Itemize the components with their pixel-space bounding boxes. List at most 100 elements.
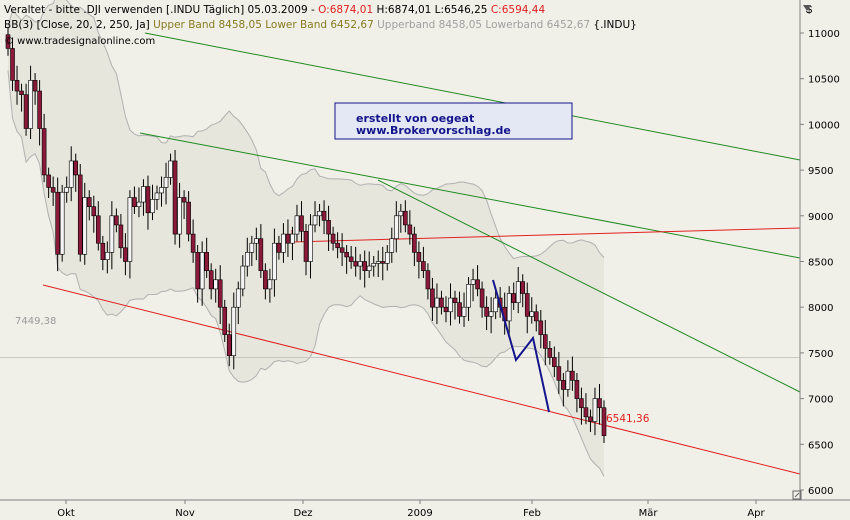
candle-body [466,284,471,308]
candle-body [592,398,598,422]
y-tick-label: 7000 [808,395,833,406]
candle-body [199,252,205,290]
candle-body [168,160,173,178]
candle-body [59,191,65,255]
candle-body [524,293,530,317]
candle-body [579,398,584,409]
candle-body [141,186,146,203]
candle-body [439,297,444,308]
y-tick-label: 8500 [808,258,833,269]
watermark-line1: erstellt von oegeat [356,112,474,125]
x-tick-label: Apr [747,508,765,519]
header-symbol: {.INDU} [590,19,637,31]
candle-body [267,279,273,290]
candle-body [46,174,51,188]
candle-body [565,370,571,390]
candle-body [380,261,386,264]
candle-body [208,270,214,290]
candle-body [330,233,336,244]
candle-body [570,370,575,381]
candle-body [254,238,259,244]
candle-body [222,306,228,335]
candle-body [249,242,255,253]
candle-body [127,197,133,262]
candle-body [493,297,498,313]
candle-body [217,279,223,308]
candle-body [371,263,377,267]
currency-label: $ [806,4,812,16]
candle-body [543,334,548,349]
candle-body [479,288,485,308]
header-line2: BB(3) [Close, 20, 2, 250, Ja] Upper Band… [4,19,637,31]
header-upper-band: Upper Band 8458,05 [150,19,262,31]
trend-line-upper [144,32,801,161]
candles [5,27,607,444]
candle-body [290,233,295,244]
candle-body [403,210,408,226]
candle-body [394,215,399,239]
candle-body [538,320,544,335]
x-tick-label: Dez [293,508,312,519]
candle-body [258,238,264,271]
candle-body [64,187,69,193]
candle-body [312,215,318,226]
candle-body [190,233,196,253]
candle-body [583,407,589,418]
header-line1: Veraltet - bitte .DJI verwenden [.INDU T… [4,4,545,16]
candle-body [159,187,164,194]
candle-body [339,247,345,253]
y-tick-label: 8000 [808,303,833,314]
candle-body [421,261,426,271]
collapse-icon[interactable] [803,5,811,11]
candle-body [163,177,169,188]
candle-body [344,252,349,258]
candle-body [588,416,593,422]
candle-body [416,252,422,262]
x-tick-label: 2009 [407,508,432,519]
candle-body [407,224,413,235]
candle-body [123,247,128,262]
lower-band [7,70,605,477]
header-open: O:6874,01 [318,4,373,16]
header-lower-band: Lower Band 6452,67 [262,19,374,31]
candle-body [235,288,241,308]
x-tick-label: Feb [523,508,541,519]
candle-body [529,311,535,317]
candle-body [114,215,119,226]
candle-body [86,197,92,207]
y-tick-label: 7500 [808,349,833,360]
candle-body [105,252,110,260]
candle-body [299,215,304,232]
candle-body [77,174,83,255]
candle-body [10,48,15,81]
header-high: H:6874,01 [373,4,431,16]
candle-body [231,306,237,356]
trend-line-lower [377,179,801,393]
candle-body [308,224,313,262]
candle-body [434,297,440,308]
candle-body [448,297,453,313]
watermark-box [334,102,573,140]
resize-grip-icon[interactable] [792,490,802,500]
candle-body [384,252,390,264]
ref-level-7449: 7449,38 [15,316,56,327]
candle-body [109,215,115,253]
candle-body [601,407,607,437]
candle-body [145,186,151,214]
candle-body [412,233,417,253]
trend-lines [42,32,801,475]
candle-body [226,334,232,356]
candle-body [32,80,38,92]
candle-body [204,252,209,271]
x-tick-label: Okt [57,508,75,519]
y-tick-label: 9500 [808,166,833,177]
candle-body [294,215,300,235]
ref-level-last: 6541,36 [606,413,650,425]
candle-body [561,380,566,390]
candle-body [172,160,178,235]
candle-body [154,192,160,200]
candle-body [552,357,557,367]
candle-body [515,281,521,303]
resistance-line [291,227,801,243]
candle-body [19,90,24,95]
